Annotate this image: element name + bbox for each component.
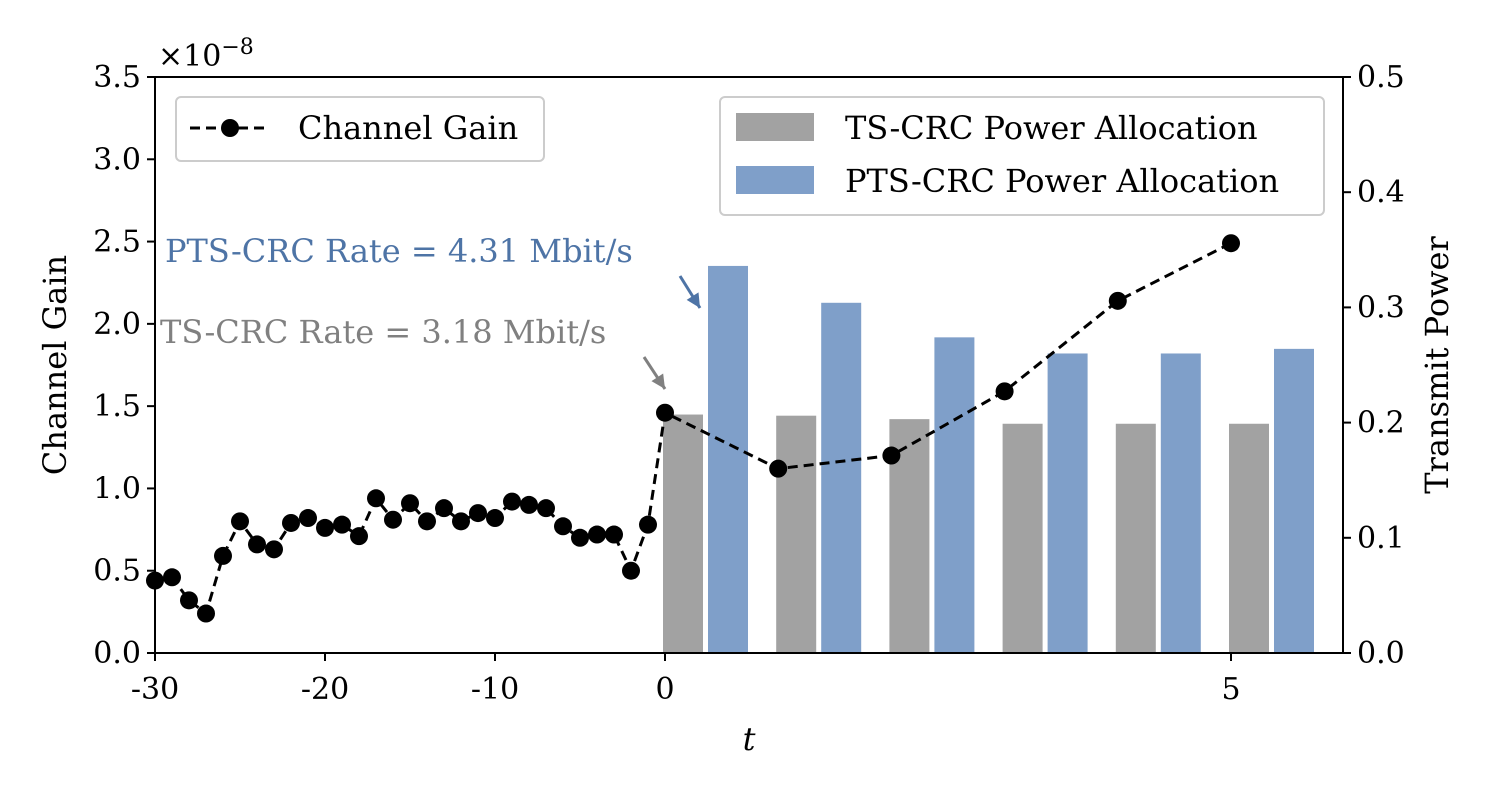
channel-gain-point <box>248 535 266 554</box>
channel-gain-point <box>605 525 623 544</box>
legend-pts-swatch <box>736 166 814 194</box>
right-tick-label: 0.5 <box>1357 60 1405 95</box>
left-tick-label: 1.0 <box>93 471 141 506</box>
ts-crc-bar <box>1002 423 1043 653</box>
pts-crc-bar <box>1274 348 1314 653</box>
right-tick-label: 0.3 <box>1357 290 1405 325</box>
ts-crc-bar <box>1229 423 1269 653</box>
channel-gain-point <box>282 513 300 532</box>
right-tick-label: 0.2 <box>1357 406 1405 441</box>
channel-gain-point <box>486 509 504 528</box>
channel-gain-point <box>503 492 521 511</box>
channel-gain-point <box>588 525 606 544</box>
channel-gain-point <box>299 509 317 528</box>
annotation-arrows <box>642 275 702 390</box>
channel-gain-point <box>163 568 181 587</box>
left-axis-multiplier: ×10−8 <box>158 35 254 74</box>
right-tick-label: 0.1 <box>1357 521 1405 556</box>
ts-crc-rate-annotation: TS-CRC Rate = 3.18 Mbit/s <box>160 313 606 351</box>
channel-gain-point <box>520 495 538 514</box>
channel-gain-point <box>1222 234 1240 253</box>
channel-gain-point <box>882 446 901 465</box>
channel-gain-point <box>231 512 249 531</box>
legend-label: PTS-CRC Power Allocation <box>845 162 1279 200</box>
bar-group <box>663 265 1314 653</box>
pts-crc-bar <box>1160 353 1201 653</box>
legend-box <box>175 96 545 162</box>
x-tick-label: 0 <box>655 672 674 707</box>
legend-ts-swatch <box>736 113 814 141</box>
channel-gain-point <box>367 489 385 508</box>
channel-gain-point <box>995 382 1014 401</box>
channel-gain-point <box>1108 291 1127 310</box>
channel-gain-point <box>656 403 674 422</box>
left-tick-label: 3.0 <box>93 142 141 177</box>
channel-gain-point <box>418 512 436 531</box>
channel-gain-series <box>146 234 1240 623</box>
legend-marker-icon <box>221 119 239 137</box>
right-tick-label: 0.4 <box>1357 175 1405 210</box>
channel-gain-point <box>537 499 555 518</box>
right-y-axis: 0.0 0.1 0.2 0.3 0.4 0.5 <box>1343 60 1405 671</box>
channel-gain-point <box>435 499 453 518</box>
pts-crc-bar <box>821 302 862 653</box>
ts-crc-bar <box>1115 423 1156 653</box>
left-tick-label: 2.0 <box>93 307 141 342</box>
x-axis-title: t <box>743 720 756 758</box>
ts-annotation-arrow-head <box>651 373 665 389</box>
left-y-axis-title: Channel Gain <box>36 255 74 475</box>
legend-channel-gain: Channel Gain <box>175 96 545 162</box>
channel-gain-point <box>639 515 657 534</box>
right-y-axis-title: Transmit Power <box>1418 236 1456 494</box>
pts-crc-bar <box>934 337 975 653</box>
channel-gain-point <box>571 528 589 547</box>
legend-box <box>719 96 1325 216</box>
channel-gain-point <box>469 504 487 523</box>
left-tick-label: 1.5 <box>93 389 141 424</box>
channel-gain-point <box>554 517 572 536</box>
x-tick-label: -10 <box>471 672 519 707</box>
channel-gain-line <box>154 241 1232 617</box>
channel-gain-point <box>401 494 419 513</box>
right-tick-label: 0.0 <box>1357 636 1405 671</box>
legend-label: TS-CRC Power Allocation <box>845 109 1258 147</box>
left-y-axis: 0.0 0.5 1.0 1.5 2.0 2.5 3.0 3.5 <box>93 60 155 671</box>
channel-gain-point <box>384 510 402 529</box>
channel-gain-point <box>180 591 198 610</box>
channel-gain-point <box>769 459 788 478</box>
pts-crc-rate-annotation: PTS-CRC Rate = 4.31 Mbit/s <box>165 232 633 270</box>
pts-crc-bar <box>708 265 748 653</box>
channel-gain-point <box>265 540 283 559</box>
legend-power-allocation: TS-CRC Power Allocation PTS-CRC Power Al… <box>719 96 1325 216</box>
pts-crc-bar <box>1047 353 1088 653</box>
ts-crc-bar <box>663 414 703 653</box>
x-tick-label: -30 <box>131 672 179 707</box>
left-tick-label: 3.5 <box>93 60 141 95</box>
channel-gain-point <box>622 561 640 580</box>
channel-gain-point <box>197 604 215 623</box>
channel-gain-point <box>214 546 232 565</box>
channel-gain-point <box>333 515 351 534</box>
left-tick-label: 2.5 <box>93 225 141 260</box>
x-axis: -30 -20 -10 0 5 <box>131 653 1241 707</box>
left-tick-label: 0.0 <box>93 636 141 671</box>
channel-gain-point <box>452 512 470 531</box>
x-tick-label: 5 <box>1221 672 1240 707</box>
ts-crc-bar <box>776 415 817 653</box>
x-tick-label: -20 <box>301 672 349 707</box>
legend-label: Channel Gain <box>298 109 518 147</box>
channel-gain-point <box>316 518 334 537</box>
channel-gain-point <box>350 527 368 546</box>
left-tick-label: 0.5 <box>93 554 141 589</box>
pts-annotation-arrow-head <box>686 292 700 308</box>
plot-frame <box>154 76 1344 654</box>
